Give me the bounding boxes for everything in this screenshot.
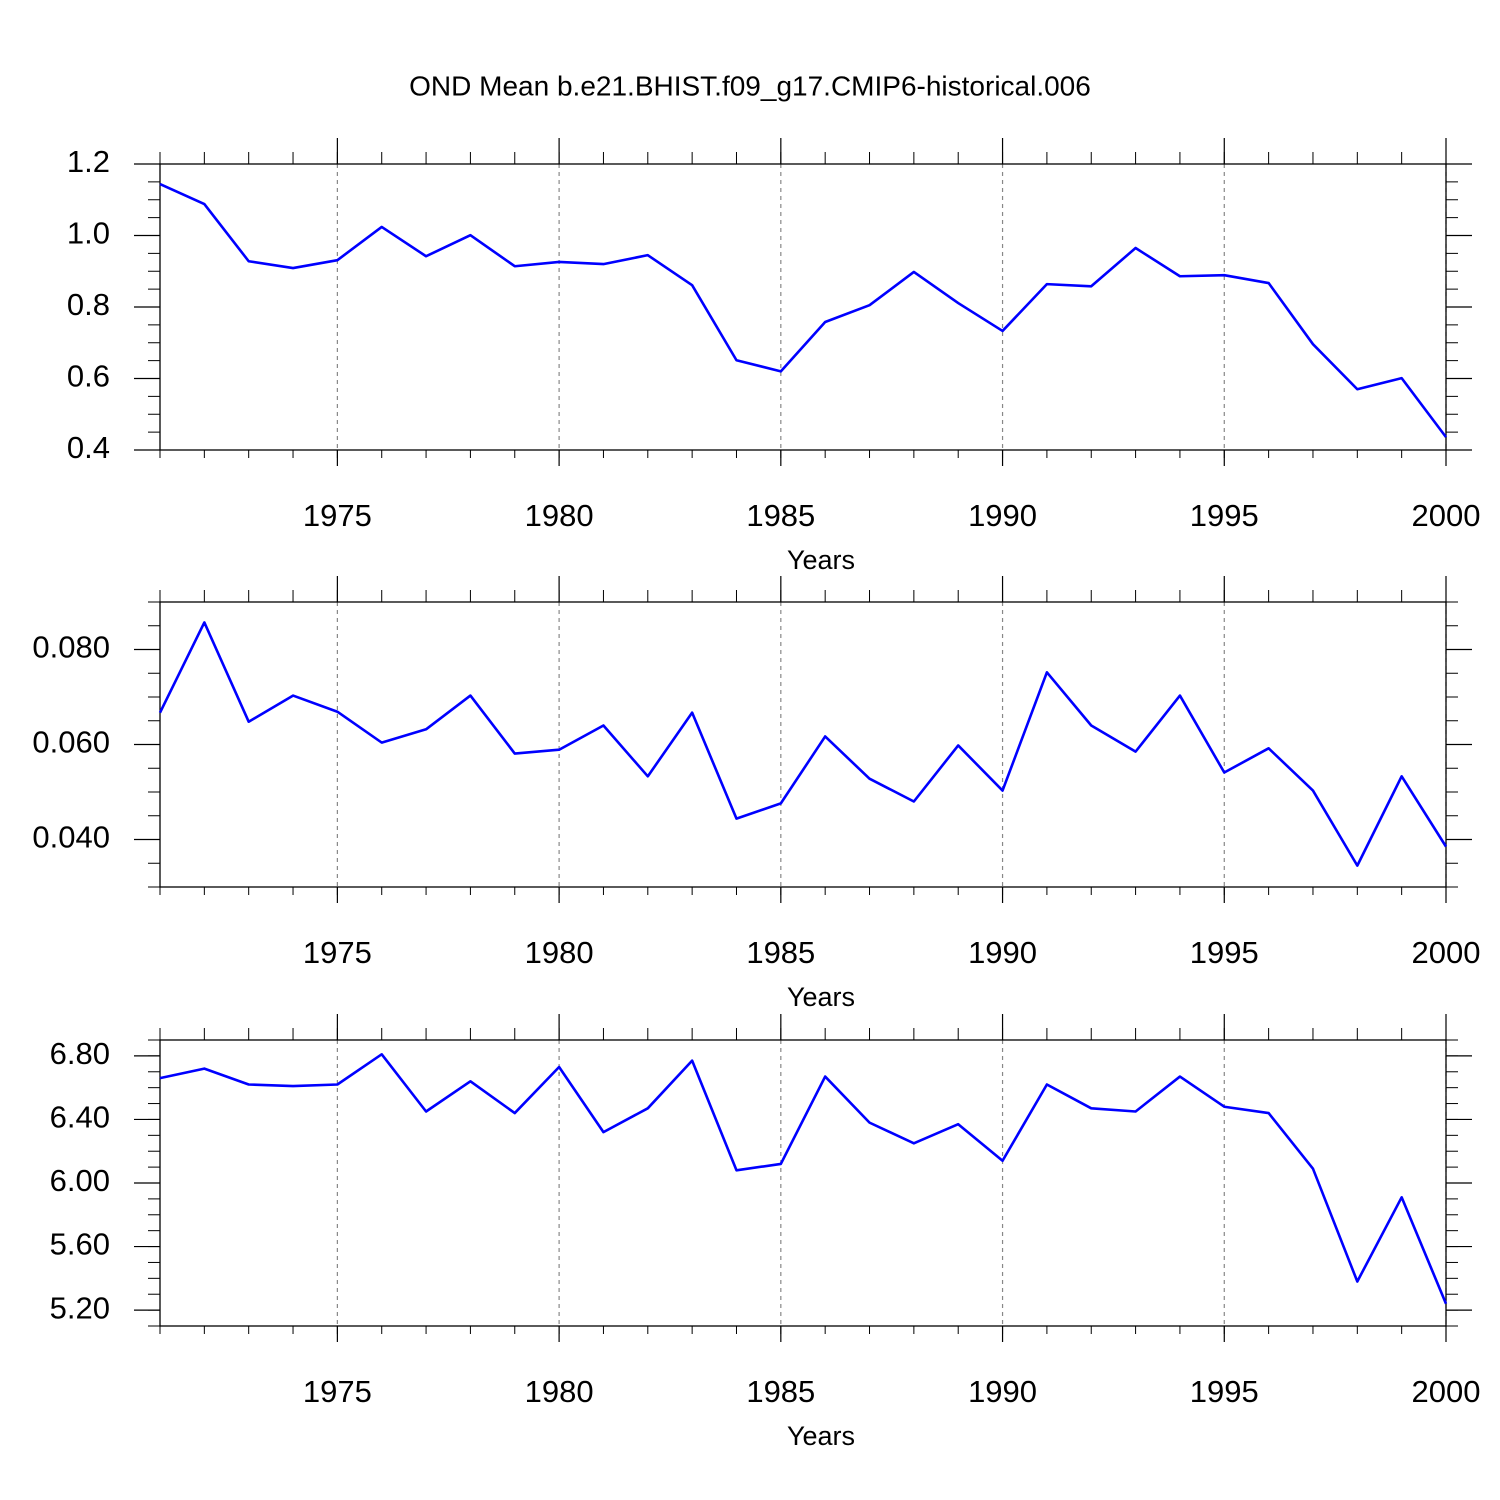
y-tick-label: 1.0	[67, 216, 110, 251]
plot-frame	[159, 1039, 1447, 1327]
x-tick-label: 1980	[525, 1374, 594, 1409]
y-tick-label: 0.4	[67, 430, 110, 465]
x-tick-label: 1990	[968, 1374, 1037, 1409]
x-tick-label: 2000	[1412, 935, 1481, 970]
y-tick-label: 0.8	[67, 287, 110, 322]
x-tick-label: 1990	[968, 498, 1037, 533]
data-line	[159, 1053, 1448, 1305]
x-tick-label: 1995	[1190, 1374, 1259, 1409]
y-tick-label: 5.20	[50, 1290, 110, 1325]
x-tick-label: 1980	[525, 935, 594, 970]
y-tick-label: 0.060	[32, 725, 110, 760]
y-tick-label: 1.2	[67, 144, 110, 179]
panel: 1975 1980 1985 1990 1995 2000 5.20 5.60 6.00 6.40…	[17, 1014, 1481, 1451]
x-tick-label: 1975	[303, 498, 372, 533]
x-axis-label: Years	[787, 1421, 855, 1451]
x-axis-label: Years	[787, 545, 855, 575]
x-tick-label: 2000	[1412, 498, 1481, 533]
x-tick-label: 1985	[746, 498, 815, 533]
data-line	[159, 182, 1448, 438]
y-tick-label: 5.60	[50, 1227, 110, 1262]
x-tick-label: 1985	[746, 1374, 815, 1409]
x-tick-label: 1985	[746, 935, 815, 970]
x-tick-label: 1980	[525, 498, 594, 533]
y-tick-label: 6.40	[50, 1100, 110, 1135]
y-tick-label: 0.6	[67, 359, 110, 394]
x-tick-label: 1995	[1190, 935, 1259, 970]
y-tick-label: 6.80	[50, 1036, 110, 1071]
y-tick-label: 0.080	[32, 630, 110, 665]
x-tick-label: 1975	[303, 935, 372, 970]
x-tick-label: 1995	[1190, 498, 1259, 533]
y-axis-label: ArcOC Ice Area 10¹² m²	[17, 1042, 47, 1324]
figure-title: OND Mean b.e21.BHIST.f09_g17.CMIP6-histo…	[409, 70, 1091, 101]
x-axis-label: Years	[787, 982, 855, 1012]
plot-frame	[159, 601, 1447, 888]
x-tick-label: 1975	[303, 1374, 372, 1409]
panel: 1975 1980 1985 1990 1995 2000 0.040 0.060 0.080 Y…	[32, 576, 1481, 1012]
y-axis-label: ArcOC Ice Volume 10¹³ m³	[17, 149, 47, 466]
y-tick-label: 0.040	[32, 820, 110, 855]
panel: 1975 1980 1985 1990 1995 2000 0.4 0.6 0.8 1.0 1.2 Y…	[17, 138, 1481, 575]
y-tick-label: 6.00	[50, 1163, 110, 1198]
data-line	[158, 621, 1448, 867]
x-tick-label: 2000	[1412, 1374, 1481, 1409]
x-tick-label: 1990	[968, 935, 1037, 970]
plot-frame	[159, 163, 1447, 451]
